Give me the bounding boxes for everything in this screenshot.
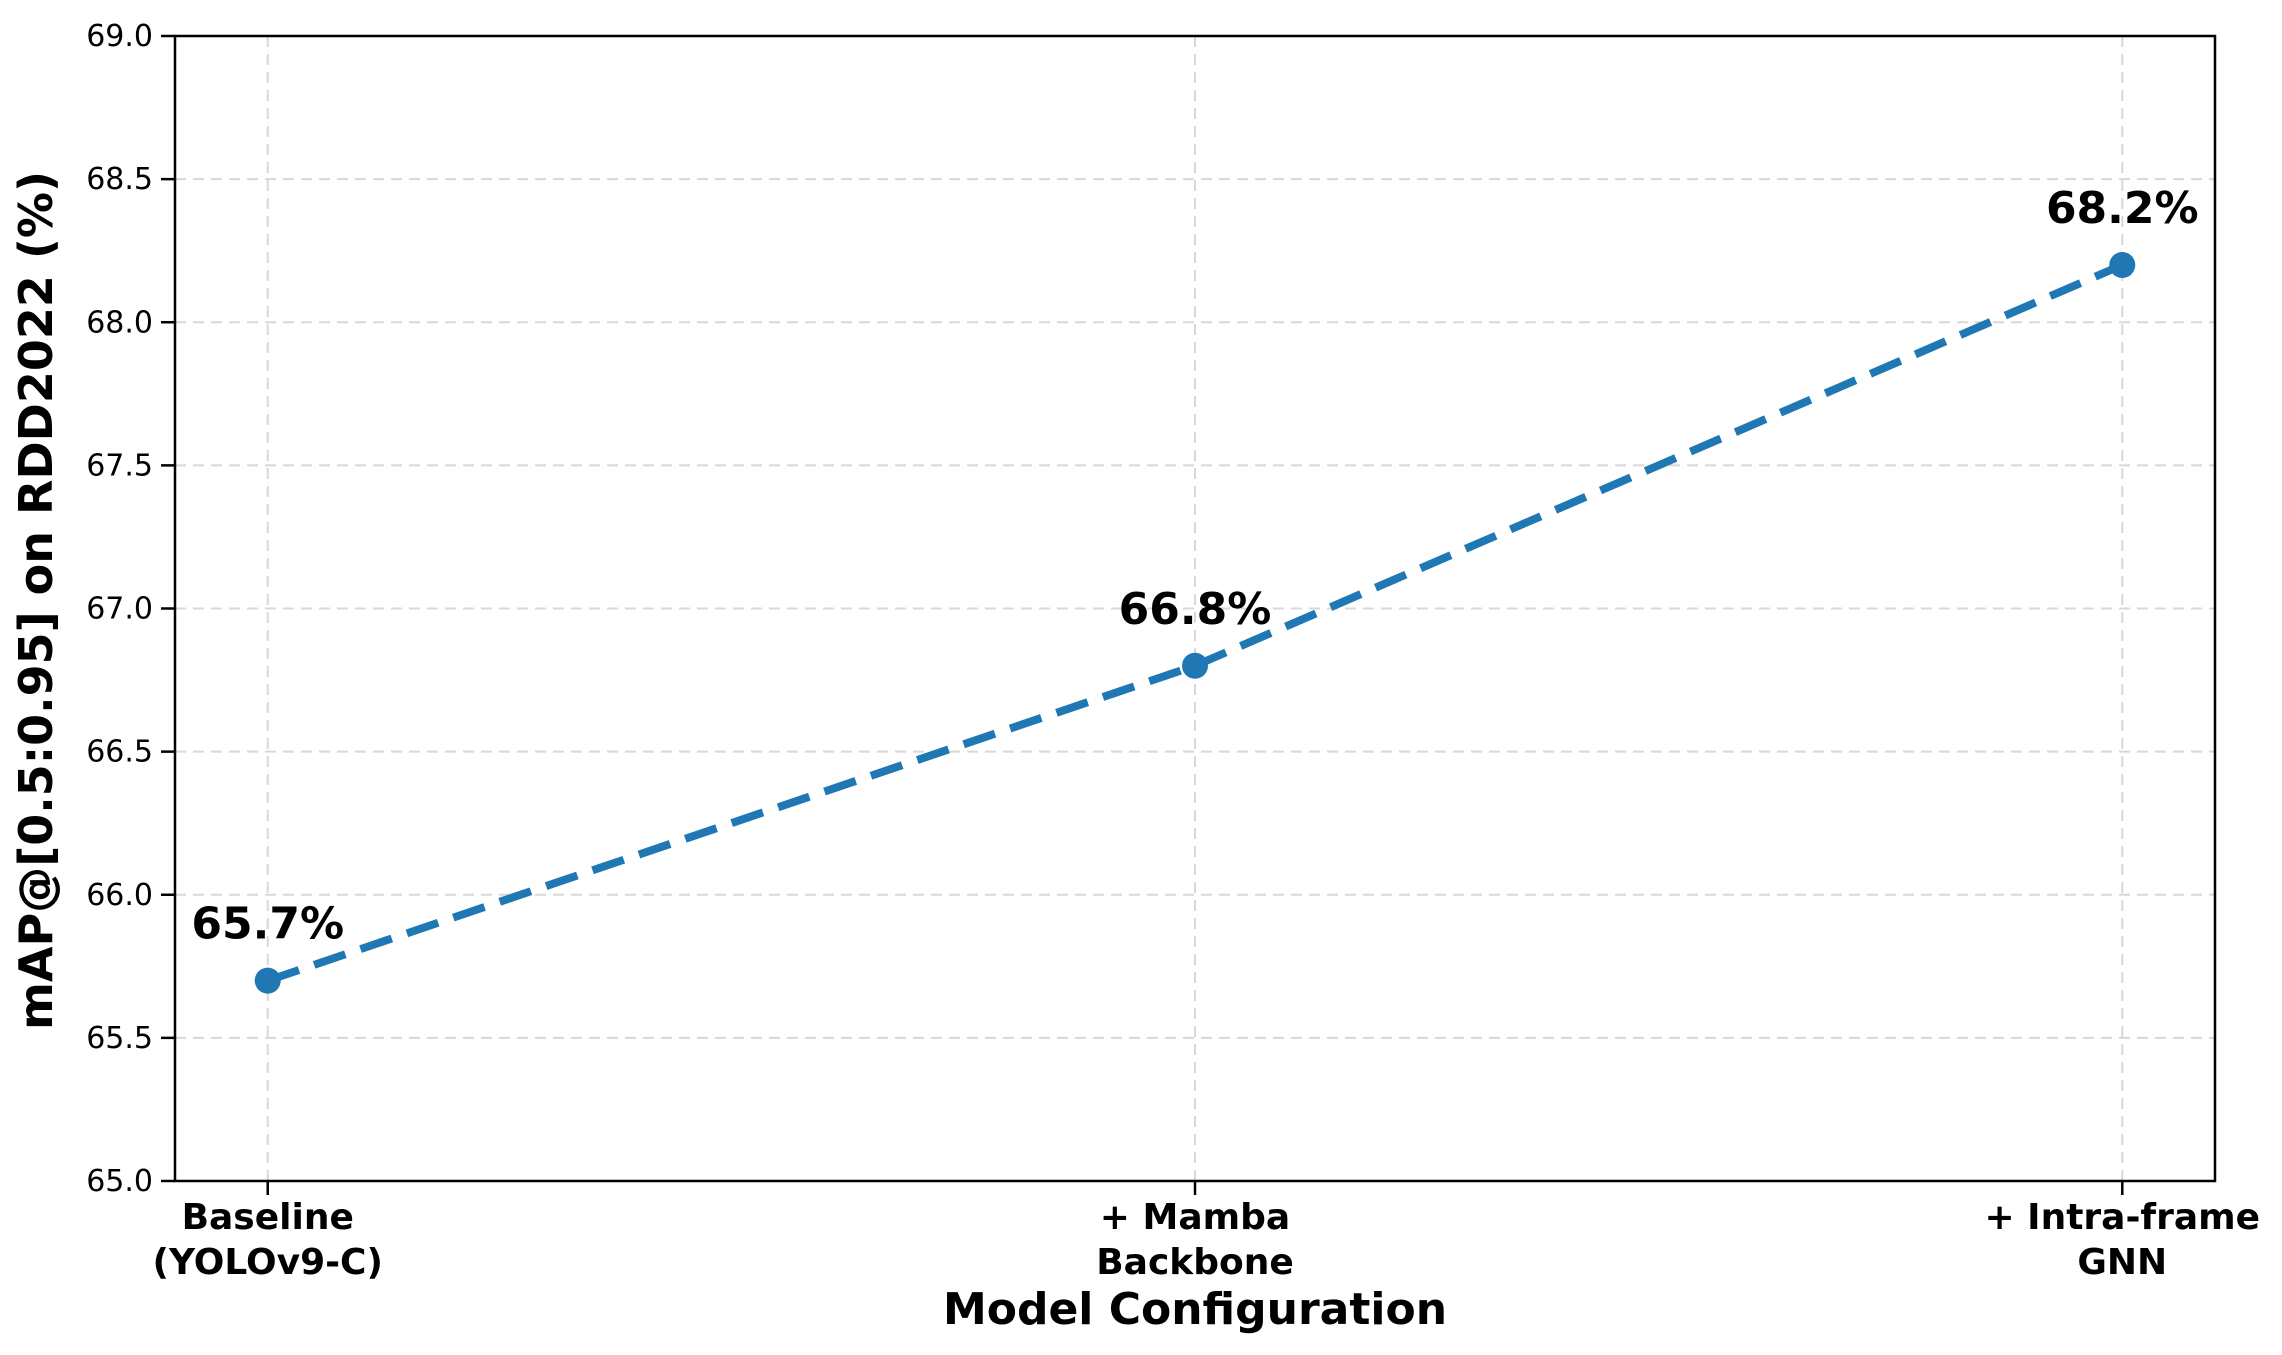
data-point-marker bbox=[2109, 252, 2136, 278]
x-tick-label: Baseline bbox=[182, 1197, 354, 1238]
data-point-marker bbox=[254, 967, 281, 994]
y-tick-label: 66.0 bbox=[86, 878, 153, 913]
data-point-label: 65.7% bbox=[191, 899, 344, 950]
x-tick-label: Backbone bbox=[1096, 1242, 1294, 1283]
data-point-label: 66.8% bbox=[1119, 584, 1272, 635]
y-tick-label: 65.0 bbox=[86, 1164, 153, 1199]
y-tick-label: 67.5 bbox=[86, 448, 153, 483]
x-tick-label: (YOLOv9-C) bbox=[153, 1242, 383, 1283]
y-axis-label: mAP@[0.5:0.95] on RDD2022 (%) bbox=[9, 171, 63, 1030]
x-tick-label: GNN bbox=[2077, 1242, 2167, 1283]
x-tick-label: + Intra-frame bbox=[1984, 1197, 2260, 1238]
y-tick-label: 68.0 bbox=[86, 305, 153, 340]
y-tick-label: 66.5 bbox=[86, 735, 153, 770]
data-point-label: 68.2% bbox=[2046, 183, 2199, 234]
x-tick-label: + Mamba bbox=[1100, 1197, 1290, 1238]
data-point-marker bbox=[1182, 652, 1208, 679]
x-axis-label: Model Configuration bbox=[943, 1284, 1447, 1335]
y-tick-label: 68.5 bbox=[86, 162, 153, 197]
data-line bbox=[266, 261, 2124, 985]
y-tick-label: 65.5 bbox=[86, 1021, 153, 1056]
y-tick-label: 69.0 bbox=[86, 19, 153, 54]
y-tick-label: 67.0 bbox=[86, 592, 153, 627]
